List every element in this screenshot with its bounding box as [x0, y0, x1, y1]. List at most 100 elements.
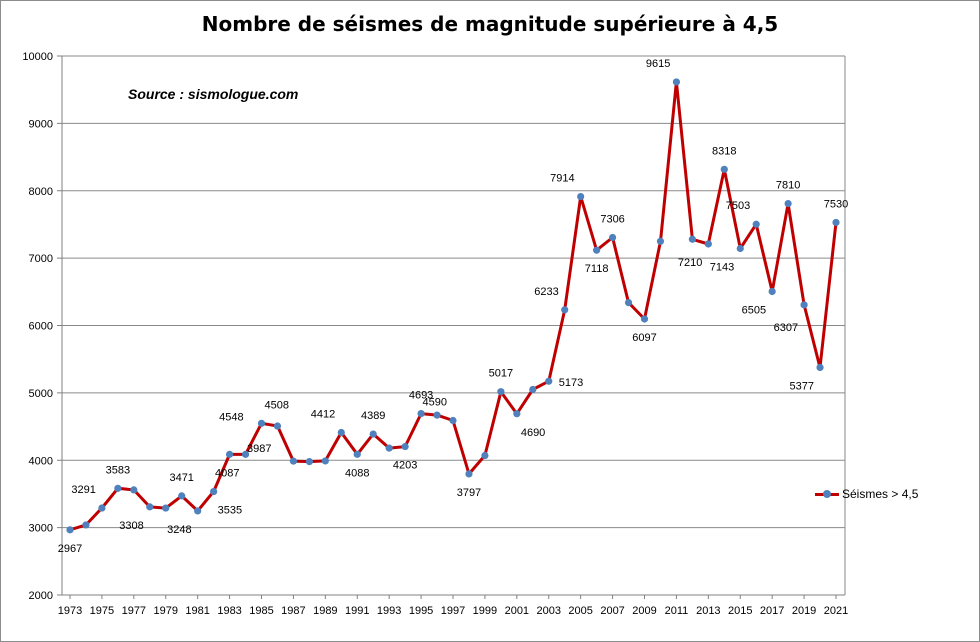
data-label: 4412: [311, 408, 335, 420]
x-tick-label: 1997: [441, 605, 465, 617]
data-point: [656, 237, 665, 245]
data-point: [545, 377, 553, 385]
y-tick-label: 6000: [29, 321, 53, 333]
data-point: [465, 470, 473, 478]
data-label: 5377: [790, 380, 814, 392]
data-label: 4087: [215, 467, 239, 479]
data-label: 6307: [774, 322, 798, 334]
chart-title: Nombre de séismes de magnitude supérieur…: [201, 12, 779, 36]
data-label: 4203: [393, 460, 417, 472]
data-point: [672, 78, 681, 86]
source-annotation: Source : sismologue.com: [128, 86, 299, 102]
x-tick-label: 1975: [90, 605, 114, 617]
data-label: 4088: [345, 467, 369, 479]
x-tick-label: 2019: [792, 605, 816, 617]
data-point: [98, 504, 106, 512]
data-label: 7118: [585, 263, 609, 275]
data-label: 4690: [521, 427, 545, 439]
data-point: [481, 451, 489, 460]
x-tick-label: 1983: [217, 605, 241, 617]
data-label: 6233: [534, 286, 558, 298]
y-tick-label: 5000: [29, 388, 53, 400]
data-point: [114, 484, 122, 492]
x-tick-label: 2017: [760, 605, 784, 617]
legend-label: Séismes > 4,5: [842, 487, 919, 501]
data-label: 6097: [632, 332, 656, 344]
data-label: 3248: [167, 524, 191, 536]
data-label: 9615: [646, 58, 670, 70]
data-point: [624, 298, 633, 307]
data-label: 3583: [106, 464, 130, 476]
data-label: 7914: [550, 173, 574, 185]
gridlines: [62, 55, 845, 596]
y-tick-label: 7000: [29, 253, 53, 265]
data-label: 2967: [58, 543, 82, 555]
x-tick-label: 2011: [665, 605, 689, 617]
x-tick-label: 2009: [632, 605, 656, 617]
data-label: 4389: [361, 410, 385, 422]
x-tick-label: 2003: [537, 605, 561, 617]
data-point: [513, 410, 521, 418]
series-markers: [66, 78, 840, 534]
data-label: 6505: [742, 304, 766, 316]
data-point: [736, 244, 744, 253]
data-point: [497, 388, 505, 396]
legend: Séismes > 4,5: [815, 487, 918, 501]
data-point: [401, 442, 409, 451]
x-tick-label: 2013: [696, 605, 720, 617]
data-point: [178, 492, 186, 500]
y-tick-label: 3000: [29, 523, 53, 535]
y-tick-label: 4000: [29, 455, 53, 467]
x-tick-label: 1973: [58, 605, 82, 617]
data-point: [162, 504, 170, 512]
data-point: [640, 315, 649, 323]
data-point: [704, 240, 712, 248]
x-tick-label: 2005: [568, 605, 592, 617]
y-tick-label: 2000: [29, 590, 53, 602]
data-label: 4548: [219, 411, 243, 423]
data-point: [210, 487, 218, 496]
data-point: [417, 409, 425, 418]
x-tick-label: 1977: [122, 605, 146, 617]
data-label: 5017: [489, 368, 513, 380]
x-tick-label: 1993: [377, 605, 401, 617]
x-tick-label: 2007: [600, 605, 624, 617]
data-point: [321, 457, 329, 465]
data-point: [768, 287, 776, 296]
data-label: 7143: [710, 261, 734, 273]
data-label: 7503: [726, 200, 750, 212]
data-point: [433, 411, 441, 419]
data-point: [66, 526, 74, 534]
data-label: 7530: [824, 198, 848, 210]
data-point: [385, 444, 393, 452]
data-label: 7306: [600, 214, 624, 226]
data-label: 3987: [247, 443, 271, 455]
data-point: [832, 218, 840, 227]
data-labels: 2967 3291 3583 3308 3471 3248 3535 4548 4087 4508…: [58, 58, 848, 555]
data-point: [577, 192, 585, 201]
data-point: [800, 301, 808, 309]
data-label: 3535: [218, 505, 242, 517]
y-tick-labels: 2000 3000 4000 5000 6000 7000 8000 9000 10000: [22, 51, 53, 602]
data-label: 3797: [457, 487, 481, 499]
data-point: [688, 235, 696, 243]
data-point: [449, 416, 457, 425]
data-point: [608, 233, 617, 242]
x-tick-label: 1979: [154, 605, 178, 617]
data-point: [289, 457, 298, 465]
x-tick-label: 2021: [824, 605, 848, 617]
data-point: [241, 450, 250, 458]
data-label: 3291: [71, 484, 95, 496]
data-label: 3471: [169, 472, 193, 484]
data-point: [82, 521, 90, 529]
x-tick-labels: 1973 1975 1977 1979 1981 1983 1985 1987 1989 1991…: [58, 605, 848, 617]
x-tick-label: 2001: [505, 605, 529, 617]
y-tick-label: 8000: [29, 186, 53, 198]
data-point: [369, 430, 377, 438]
data-point: [146, 503, 154, 511]
legend-swatch: [815, 487, 839, 501]
x-tick-label: 1985: [249, 605, 273, 617]
data-label: 4508: [265, 399, 289, 411]
